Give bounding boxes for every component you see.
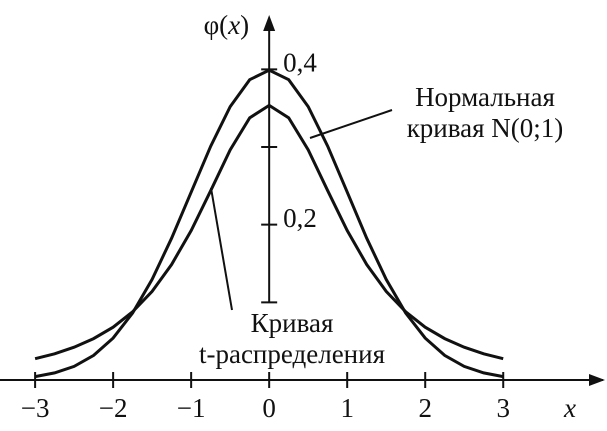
series-label: кривая N(0;1) <box>407 113 564 143</box>
y-tick-label: 0,4 <box>283 48 317 78</box>
x-tick-label: −1 <box>177 393 206 423</box>
pointer-line <box>210 187 233 311</box>
y-axis-label: φ(x) <box>204 10 250 40</box>
x-tick-label: 1 <box>340 393 354 423</box>
y-axis-label-part: ) <box>240 10 249 40</box>
curve <box>34 68 504 379</box>
y-axis-arrow <box>263 15 276 31</box>
x-tick-label: 2 <box>418 393 432 423</box>
x-tick-label: −2 <box>99 393 128 423</box>
pointer-line <box>309 109 393 139</box>
y-tick-label: 0,2 <box>283 203 317 233</box>
x-axis-arrow <box>589 374 605 386</box>
x-tick-label: −3 <box>21 393 50 423</box>
x-axis-label: x <box>563 393 576 423</box>
x-tick-label: 3 <box>496 393 510 423</box>
series-label: Кривая <box>251 308 334 338</box>
curve <box>34 103 504 361</box>
series-label: Нормальная <box>415 82 555 112</box>
series-label: t-распределения <box>199 339 385 369</box>
x-tick-label: 0 <box>262 393 276 423</box>
y-axis-label-part: x <box>227 10 240 40</box>
y-axis-label-part: φ( <box>204 10 229 40</box>
